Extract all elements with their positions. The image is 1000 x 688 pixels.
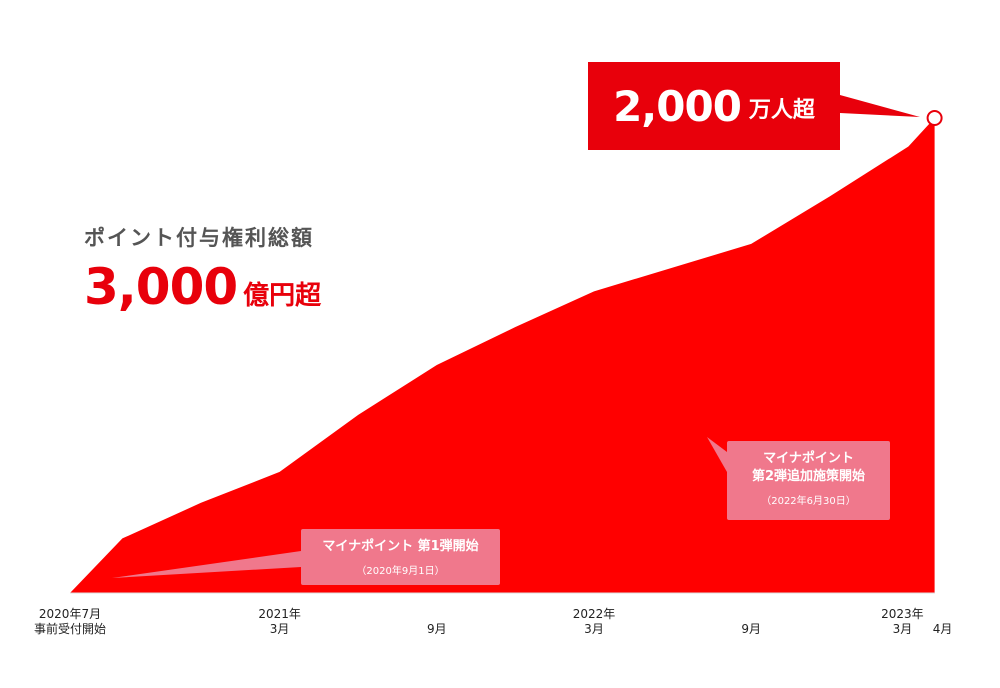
callout2-pointer [707,437,727,472]
x-tick-label: 9月 [427,622,447,637]
x-tick-label-line2: 9月 [741,622,762,636]
headline-number: 2,000 [613,81,742,131]
x-tick-label-line1: 2023年 [881,607,924,621]
headline-users-badge: 2,000 万人超 [588,62,840,150]
callout-phase1-title: マイナポイント 第1弾開始 [322,539,479,554]
end-point-marker [926,110,943,126]
total-points-number: 3,000 [84,258,238,316]
callout1-pointer [112,551,301,578]
x-tick-label: 2023年 3月 [881,607,924,637]
x-tick-label-line2: 3月 [584,622,604,636]
x-tick-label: 2022年 3月 [573,607,616,637]
total-points-label: ポイント付与権利総額 [84,226,314,250]
callout-phase1-date: （2020年9月1日） [356,566,445,577]
total-points-unit: 億円超 [243,281,322,311]
total-points-value: 3,000 億円超 [84,258,321,316]
x-tick-label: 4月 [933,622,953,637]
x-tick-label: 2020年7月 事前受付開始 [34,607,106,637]
callout-phase2: マイナポイント 第2弾追加施策開始 （2022年6月30日） [727,441,890,520]
x-tick-label-line1: 2022年 [572,607,616,621]
callout-phase2-title-line2: 第2弾追加施策開始 [751,469,866,484]
x-tick-label-line2: 9月 [426,622,447,636]
callout-phase2-date: （2022年6月30日） [761,496,856,507]
callout-phase2-title-line1: マイナポイント [763,451,854,466]
x-tick-label-line1: 2020年7月 [38,607,102,621]
x-tick-label-line2: 3月 [892,622,913,636]
x-tick-label-line1: 2021年 [258,607,301,621]
area-series [70,118,935,593]
x-tick-label-line2: 事前受付開始 [33,622,107,636]
x-tick-label-line2: 3月 [269,622,290,636]
callout-phase1: マイナポイント 第1弾開始 （2020年9月1日） [301,529,500,585]
x-tick-label-line2: 4月 [932,622,953,636]
x-tick-label: 2021年 3月 [258,607,301,637]
headline-unit: 万人超 [748,98,815,123]
headline-pointer [840,95,920,117]
x-tick-label: 9月 [741,622,761,637]
